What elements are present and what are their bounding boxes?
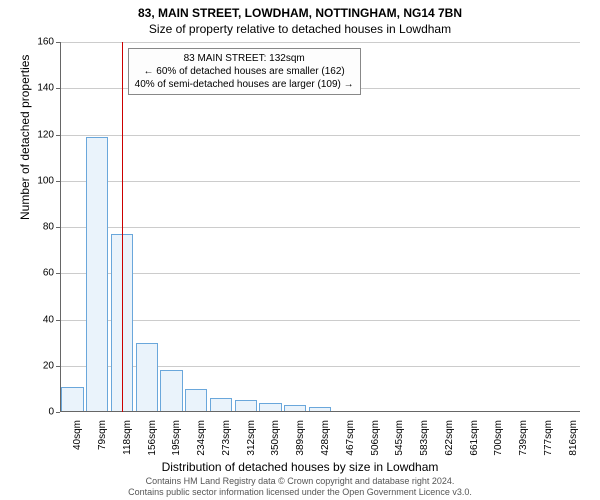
xtick-label: 195sqm [171, 420, 182, 460]
xtick-label: 777sqm [543, 420, 554, 460]
xtick-label: 350sqm [270, 420, 281, 460]
ytick-label: 20 [43, 360, 60, 371]
ytick-label: 100 [37, 175, 60, 186]
bar [185, 389, 207, 412]
chart-title-2: Size of property relative to detached ho… [0, 20, 600, 36]
ytick-label: 80 [43, 222, 60, 233]
bar [160, 370, 182, 412]
xtick-label: 234sqm [196, 420, 207, 460]
xtick-label: 739sqm [518, 420, 529, 460]
xtick-label: 700sqm [493, 420, 504, 460]
gridline [60, 181, 580, 182]
annotation-line-1: 83 MAIN STREET: 132sqm [135, 52, 354, 65]
xtick-label: 816sqm [568, 420, 579, 460]
chart-title-1: 83, MAIN STREET, LOWDHAM, NOTTINGHAM, NG… [0, 0, 600, 20]
xtick-label: 545sqm [394, 420, 405, 460]
xtick-label: 583sqm [419, 420, 430, 460]
annotation-line-3: 40% of semi-detached houses are larger (… [135, 78, 354, 91]
xtick-label: 428sqm [320, 420, 331, 460]
ytick-label: 160 [37, 37, 60, 48]
xtick-label: 312sqm [246, 420, 257, 460]
ytick-label: 60 [43, 268, 60, 279]
gridline [60, 227, 580, 228]
x-axis-label: Distribution of detached houses by size … [0, 460, 600, 474]
gridline [60, 320, 580, 321]
ytick-label: 140 [37, 83, 60, 94]
xtick-label: 79sqm [97, 420, 108, 460]
reference-line [122, 42, 123, 412]
annotation-box: 83 MAIN STREET: 132sqm← 60% of detached … [128, 48, 361, 95]
xtick-label: 118sqm [122, 420, 133, 460]
xtick-label: 40sqm [72, 420, 83, 460]
bar [210, 398, 232, 412]
annotation-line-2: ← 60% of detached houses are smaller (16… [135, 65, 354, 78]
xtick-label: 273sqm [221, 420, 232, 460]
xtick-label: 622sqm [444, 420, 455, 460]
y-axis-line [60, 42, 61, 412]
footer-attribution: Contains HM Land Registry data © Crown c… [0, 476, 600, 498]
ytick-label: 0 [48, 407, 60, 418]
footer-line-1: Contains HM Land Registry data © Crown c… [0, 476, 600, 487]
xtick-label: 661sqm [469, 420, 480, 460]
ytick-label: 120 [37, 129, 60, 140]
xtick-label: 156sqm [147, 420, 158, 460]
y-axis-label: Number of detached properties [18, 55, 32, 220]
bar [61, 387, 83, 412]
ytick-label: 40 [43, 314, 60, 325]
gridline [60, 42, 580, 43]
chart-container: 83, MAIN STREET, LOWDHAM, NOTTINGHAM, NG… [0, 0, 600, 500]
footer-line-2: Contains public sector information licen… [0, 487, 600, 498]
xtick-label: 506sqm [370, 420, 381, 460]
chart-plot-area: 02040608010012014016040sqm79sqm118sqm156… [60, 42, 580, 412]
x-axis-line [60, 411, 580, 412]
bar [136, 343, 158, 412]
gridline [60, 273, 580, 274]
bar [86, 137, 108, 412]
xtick-label: 467sqm [345, 420, 356, 460]
xtick-label: 389sqm [295, 420, 306, 460]
gridline [60, 135, 580, 136]
